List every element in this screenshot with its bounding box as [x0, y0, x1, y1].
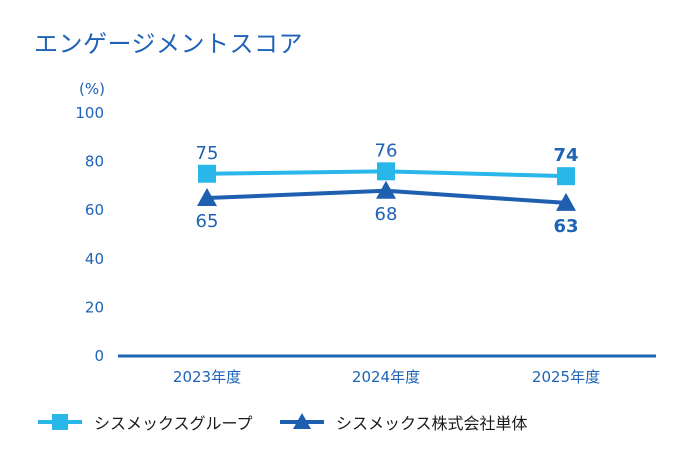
y-tick-label: 100: [75, 104, 104, 122]
data-label: 74: [553, 145, 578, 166]
y-tick-label: 20: [85, 298, 104, 316]
data-label: 65: [196, 211, 219, 232]
legend-item-group: シスメックスグループ: [36, 408, 253, 436]
data-label: 63: [553, 216, 578, 237]
legend-swatch-square-icon: [38, 414, 82, 430]
y-tick-label: 0: [94, 347, 104, 365]
data-label: 75: [196, 143, 219, 164]
data-point-square: [198, 164, 216, 183]
legend-item-company: シスメックス株式会社単体: [278, 408, 528, 436]
data-point-square: [557, 167, 575, 186]
data-point-square: [377, 162, 395, 181]
line-chart: (%) 0 20 40 60 80 100 2023年度 2024年度 2025年度 75 76 74 6…: [75, 80, 656, 386]
y-tick-label: 40: [85, 250, 104, 268]
legend-swatch-triangle-icon: [280, 413, 324, 429]
x-tick-label: 2025年度: [532, 368, 600, 386]
y-tick-label: 80: [85, 153, 104, 171]
legend-label-company: シスメックス株式会社単体: [336, 414, 528, 433]
y-tick-label: 60: [85, 201, 104, 219]
data-label: 68: [375, 204, 398, 225]
y-axis-unit-label: (%): [79, 80, 105, 98]
chart-title: エンゲージメントスコア: [34, 30, 304, 58]
data-label: 76: [375, 140, 398, 161]
x-tick-label: 2024年度: [352, 368, 420, 386]
x-tick-label: 2023年度: [173, 368, 241, 386]
legend-label-group: シスメックスグループ: [94, 414, 253, 433]
data-point-triangle: [376, 180, 396, 199]
data-point-triangle: [556, 192, 576, 211]
data-point-triangle: [197, 188, 217, 207]
